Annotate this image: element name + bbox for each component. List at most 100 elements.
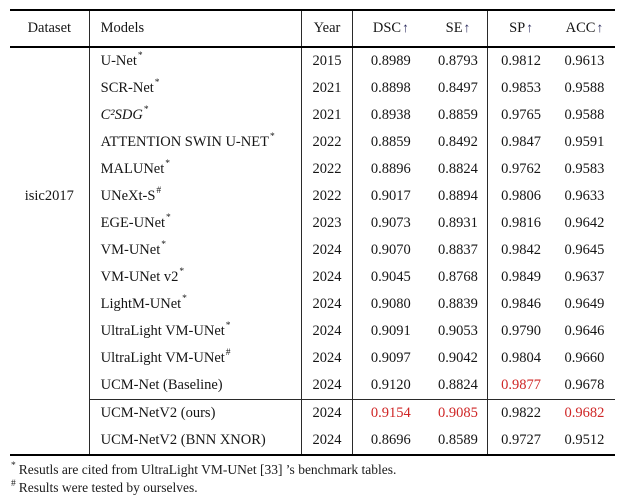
sp-value-cell: 0.9765 <box>501 107 541 123</box>
se-value-cell: 0.9085 <box>428 399 489 427</box>
model-name: ATTENTION SWIN U-NET <box>100 134 269 150</box>
sp-value-cell: 0.9812 <box>501 53 541 69</box>
model-cell: VM-UNet v2* <box>89 264 302 291</box>
model-footnote-mark: * <box>269 132 275 143</box>
sp-value-cell: 0.9762 <box>501 161 541 177</box>
model-footnote-mark: # <box>225 348 231 359</box>
sp-value-cell: 0.9849 <box>501 269 541 285</box>
header-row: Dataset Models Year DSC↑ SE↑ SP↑ ACC↑ <box>10 10 615 48</box>
model-name: UCM-Net (Baseline) <box>100 377 223 393</box>
se-value-cell: 0.8793 <box>428 47 489 75</box>
se-value-cell: 0.8837 <box>428 237 489 264</box>
acc-value-cell: 0.9512 <box>564 432 605 448</box>
year-cell: 2022 <box>301 129 354 156</box>
hash-footnote-mark: # <box>11 478 16 489</box>
col-header-acc: ACC↑ <box>553 10 615 48</box>
up-arrow-icon: ↑ <box>463 20 471 35</box>
col-header-year: Year <box>301 10 354 48</box>
dataset-label: isic2017 <box>24 188 74 204</box>
dsc-value-cell: 0.9070 <box>370 242 411 258</box>
se-value-cell: 0.8768 <box>428 264 489 291</box>
model-name: LightM-UNet <box>100 296 182 312</box>
col-header-acc-label: ACC <box>565 20 596 36</box>
col-header-se-label: SE <box>445 20 463 36</box>
acc-value-cell: 0.9649 <box>564 296 605 312</box>
table-row: UltraLight VM-UNet# 2024 0.9097 0.9042 0.980… <box>10 345 615 372</box>
year-cell: 2021 <box>301 102 354 129</box>
sp-value-cell: 0.9804 <box>501 350 541 366</box>
dsc-value-cell: 0.9080 <box>370 296 411 312</box>
year-cell: 2024 <box>301 264 354 291</box>
dsc-value-cell: 0.8898 <box>370 80 411 96</box>
col-header-dsc: DSC↑ <box>352 10 429 48</box>
se-value-cell: 0.8839 <box>428 291 489 318</box>
table-row: VM-UNet v2* 2024 0.9045 0.8768 0.9849 0.9637 <box>10 264 615 291</box>
col-header-dataset: Dataset <box>10 10 90 48</box>
se-value-cell: 0.9053 <box>428 318 489 345</box>
dsc-value-cell: 0.9154 <box>352 399 429 427</box>
acc-value-cell: 0.9645 <box>564 242 605 258</box>
model-footnote-mark: * <box>161 240 166 251</box>
acc-value-cell: 0.9583 <box>564 161 605 177</box>
table-row: UCM-NetV2 (ours) 2024 0.9154 0.9085 0.9822 0.… <box>10 399 615 427</box>
se-value-cell: 0.8497 <box>428 75 489 102</box>
sp-value-cell: 0.9822 <box>487 399 554 427</box>
col-header-models: Models <box>89 10 302 48</box>
acc-value-cell: 0.9588 <box>564 80 605 96</box>
se-value-cell: 0.9042 <box>428 345 489 372</box>
model-name: UNeXt-S <box>100 188 156 204</box>
model-footnote-mark: * <box>182 294 187 305</box>
year-cell: 2015 <box>301 47 354 75</box>
sp-value-cell: 0.9842 <box>501 242 541 258</box>
model-name: UCM-NetV2 (ours) <box>100 405 216 421</box>
se-value-cell: 0.8931 <box>428 210 489 237</box>
model-footnote-mark: * <box>137 51 143 62</box>
acc-value-cell: 0.9642 <box>564 215 605 231</box>
table-row: isic2017 U-Net* 2015 0.8989 0.8793 0.9812 0.96… <box>10 47 615 455</box>
model-name: EGE-UNet <box>100 215 166 231</box>
table-row: UCM-Net (Baseline) 2024 0.9120 0.8824 0.9877… <box>10 372 615 400</box>
col-header-se: SE↑ <box>428 10 489 48</box>
table-row: ATTENTION SWIN U-NET* 2022 0.8859 0.8492 0.9… <box>10 129 615 156</box>
table-row: MALUNet* 2022 0.8896 0.8824 0.9762 0.9583 <box>10 156 615 183</box>
se-value-cell: 0.8492 <box>428 129 489 156</box>
sp-value-cell: 0.9790 <box>501 323 541 339</box>
dsc-value-cell: 0.9073 <box>370 215 411 231</box>
model-name: UCM-NetV2 (BNN XNOR) <box>100 432 266 448</box>
dsc-value-cell: 0.9091 <box>370 323 411 339</box>
up-arrow-icon: ↑ <box>596 20 604 35</box>
model-cell: EGE-UNet* <box>89 210 302 237</box>
acc-value-cell: 0.9660 <box>564 350 605 366</box>
benchmark-results-table: Dataset Models Year DSC↑ SE↑ SP↑ ACC↑ is… <box>10 9 615 456</box>
dsc-value-cell: 0.9097 <box>370 350 411 366</box>
model-name: VM-UNet v2 <box>100 269 179 285</box>
dsc-value-cell: 0.8896 <box>370 161 411 177</box>
acc-value-cell: 0.9633 <box>564 188 605 204</box>
model-cell: UCM-NetV2 (ours) <box>89 399 302 427</box>
dataset-cell: isic2017 <box>10 47 90 455</box>
sp-value-cell: 0.9846 <box>501 296 541 312</box>
acc-value-cell: 0.9637 <box>564 269 605 285</box>
model-cell: U-Net* <box>89 47 302 75</box>
acc-value-cell: 0.9588 <box>564 107 605 123</box>
model-cell: ATTENTION SWIN U-NET* <box>89 129 302 156</box>
sp-value-cell: 0.9727 <box>501 432 541 448</box>
year-cell: 2022 <box>301 156 354 183</box>
footnote-text: Resutls are cited from UltraLight VM-UNe… <box>18 462 397 477</box>
year-cell: 2024 <box>301 291 354 318</box>
asterisk-footnote-mark: * <box>11 460 16 471</box>
col-header-dsc-label: DSC <box>372 20 402 36</box>
year-cell: 2024 <box>301 237 354 264</box>
model-footnote-mark: # <box>156 186 162 197</box>
table-row: VM-UNet* 2024 0.9070 0.8837 0.9842 0.9645 <box>10 237 615 264</box>
sp-value-cell: 0.9877 <box>501 377 541 393</box>
model-cell: UNeXt-S# <box>89 183 302 210</box>
table-row: UltraLight VM-UNet* 2024 0.9091 0.9053 0.979… <box>10 318 615 345</box>
up-arrow-icon: ↑ <box>402 20 409 35</box>
footnote-cited: * Resutls are cited from UltraLight VM-UN… <box>11 461 615 479</box>
col-header-sp-label: SP <box>509 20 526 36</box>
acc-value-cell: 0.9678 <box>564 377 605 393</box>
col-header-dataset-label: Dataset <box>27 20 72 36</box>
model-name: VM-UNet <box>100 242 161 258</box>
